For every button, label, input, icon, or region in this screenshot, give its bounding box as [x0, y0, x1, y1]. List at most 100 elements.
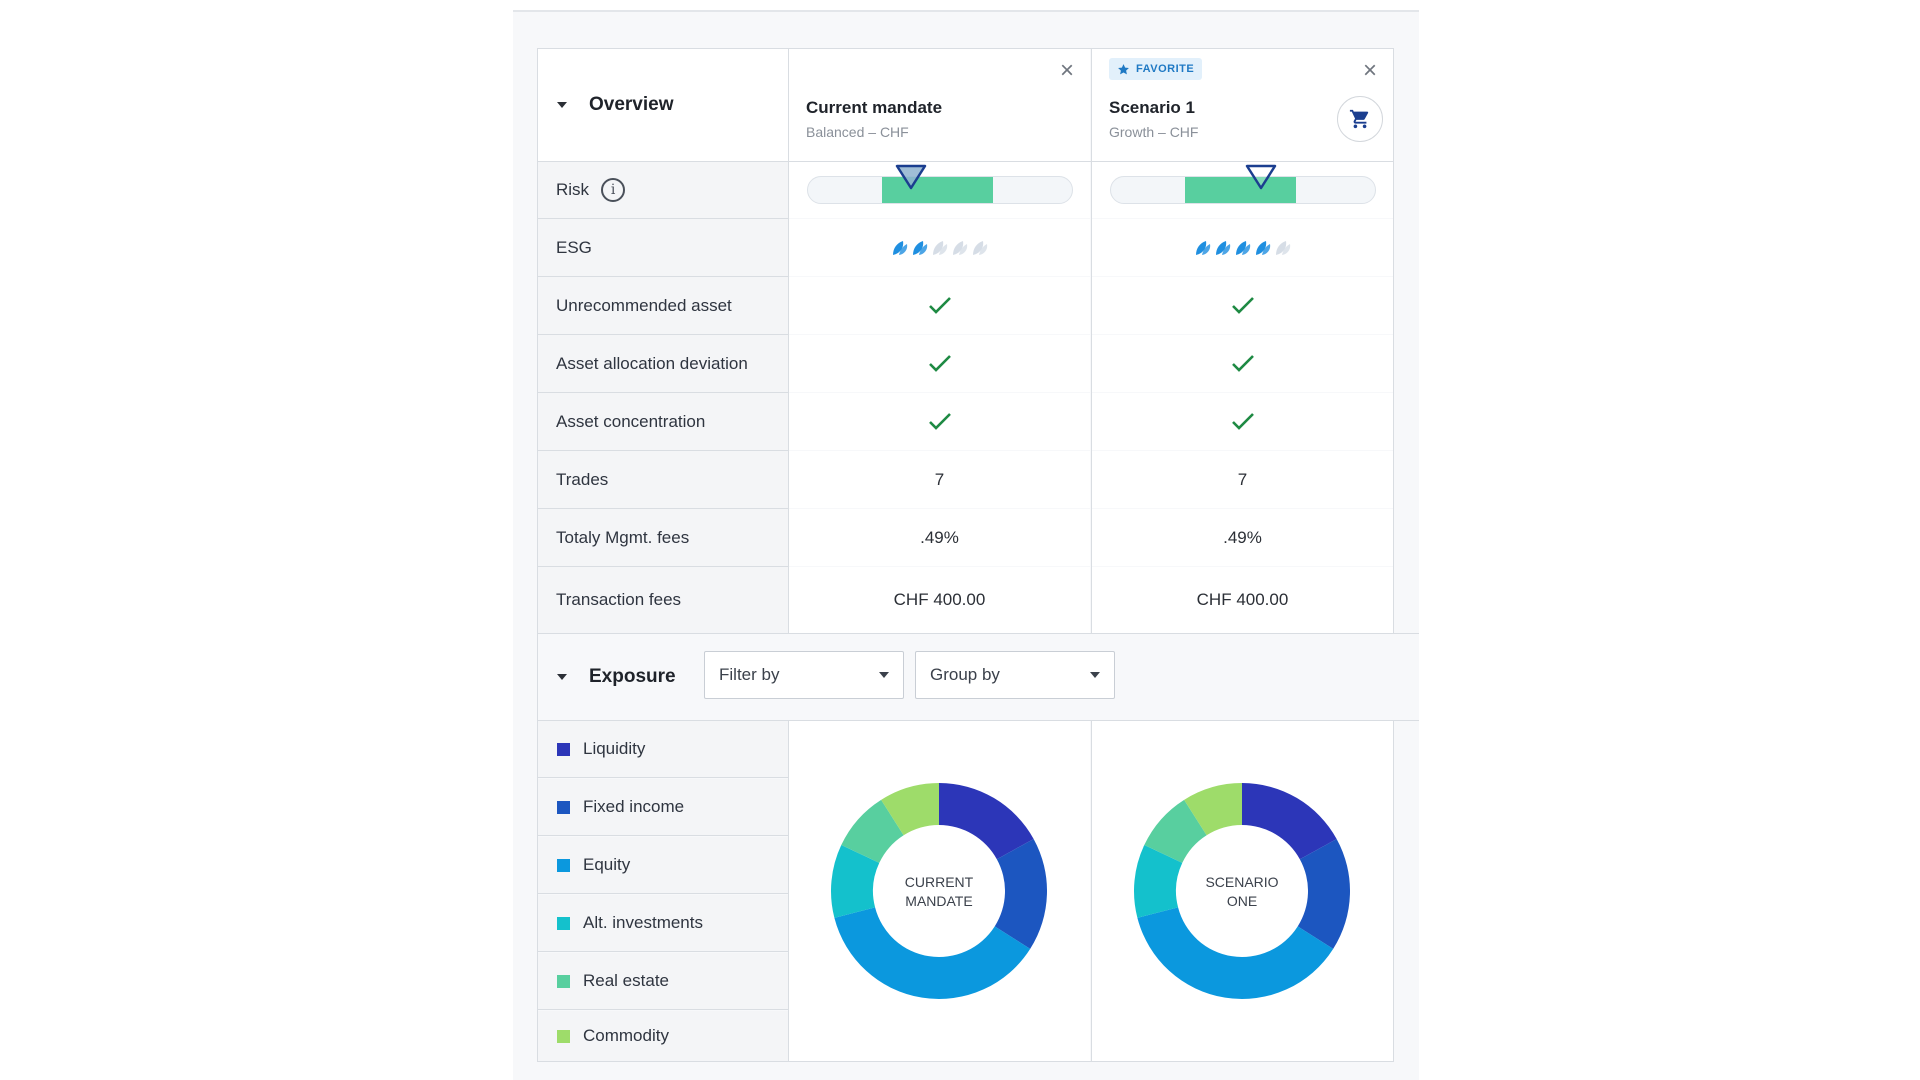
- group-by-label: Group by: [930, 665, 1000, 684]
- row-label-mgmt-fees: Totaly Mgmt. fees: [537, 509, 788, 566]
- group-by-dropdown[interactable]: Group by: [915, 651, 1115, 699]
- filter-by-dropdown[interactable]: Filter by: [704, 651, 904, 699]
- grid-divider: [537, 48, 1394, 49]
- donut-slice: [1137, 907, 1334, 999]
- esg-cell-current: [789, 219, 1090, 276]
- chevron-down-icon: [879, 672, 889, 678]
- esg-label: ESG: [556, 237, 592, 257]
- collapse-caret-icon[interactable]: [557, 101, 567, 108]
- legend-item: Equity: [537, 837, 788, 894]
- comparison-grid: Overview × Current mandate Balanced – CH…: [537, 48, 1419, 1062]
- donut-slice: [841, 799, 904, 863]
- donut-center-label: SCENARIO: [1205, 874, 1278, 890]
- exposure-title: Exposure: [589, 666, 676, 687]
- scenario-header-scenario-1: FAVORITE × Scenario 1 Growth – CHF: [1091, 48, 1393, 161]
- check-icon: [1231, 296, 1254, 314]
- grid-divider: [537, 720, 1419, 721]
- unrecommended-asset-label: Unrecommended asset: [556, 295, 732, 315]
- legend-swatch: [557, 858, 570, 872]
- leaf-empty-icon: [932, 240, 947, 255]
- row-label-esg: ESG: [537, 219, 788, 276]
- legend-item: Fixed income: [537, 779, 788, 836]
- overview-header[interactable]: Overview: [537, 48, 788, 161]
- info-icon[interactable]: i: [601, 178, 626, 202]
- filter-by-label: Filter by: [719, 665, 780, 684]
- grid-divider: [537, 276, 788, 277]
- risk-cell-scenario-1: [1092, 162, 1393, 218]
- scenario-subtitle: Balanced – CHF: [806, 124, 909, 140]
- grid-divider: [537, 218, 788, 219]
- risk-marker-icon: [895, 164, 927, 190]
- trades-cell-current: 7: [789, 451, 1090, 508]
- grid-divider: [537, 633, 1419, 634]
- legend-swatch: [557, 1029, 570, 1043]
- legend-label: Commodity: [583, 1026, 669, 1045]
- grid-divider: [1393, 720, 1394, 1062]
- close-icon[interactable]: ×: [1059, 57, 1074, 84]
- star-icon: [1118, 63, 1129, 74]
- donut-cell-scenario-1: SCENARIO ONE: [1092, 721, 1393, 1062]
- exposure-donut-chart: SCENARIO ONE: [1134, 783, 1350, 999]
- donut-slice: [939, 783, 1034, 860]
- leaf-filled-icon: [1235, 240, 1250, 255]
- grid-divider: [1091, 720, 1092, 1062]
- close-icon[interactable]: ×: [1362, 57, 1377, 84]
- chevron-down-icon: [1090, 672, 1100, 678]
- donut-slice: [994, 838, 1047, 949]
- esg-rating: [1194, 239, 1292, 257]
- donut-slice: [881, 783, 939, 836]
- favorite-badge[interactable]: FAVORITE: [1109, 58, 1203, 80]
- unrecommended-cell-current: [789, 277, 1090, 334]
- legend-swatch: [557, 742, 570, 756]
- check-icon: [928, 412, 951, 430]
- legend-swatch: [557, 974, 570, 988]
- risk-band: [881, 177, 993, 203]
- esg-rating: [891, 239, 989, 257]
- donut-slice: [1297, 838, 1350, 949]
- legend-item: Commodity: [537, 1011, 788, 1061]
- deviation-cell-scenario-1: [1092, 335, 1393, 392]
- risk-cell-current: [789, 162, 1090, 218]
- row-label-asset-allocation-deviation: Asset allocation deviation: [537, 335, 788, 392]
- donut-slice: [831, 845, 880, 918]
- legend-item: Alt. investments: [537, 895, 788, 952]
- donut-center-label: CURRENT: [905, 874, 974, 890]
- mgmt-fees-cell-scenario-1: .49%: [1092, 509, 1393, 566]
- legend-label: Liquidity: [583, 739, 646, 758]
- legend-label: Equity: [583, 855, 631, 874]
- leaf-filled-icon: [1195, 240, 1210, 255]
- donut-slice: [1144, 799, 1207, 863]
- check-icon: [1231, 354, 1254, 372]
- grid-divider: [537, 48, 538, 1062]
- donut-center-label: MANDATE: [905, 893, 972, 909]
- row-label-trades: Trades: [537, 451, 788, 508]
- concentration-cell-scenario-1: [1092, 393, 1393, 450]
- mgmt-fees-cell-current: .49%: [789, 509, 1090, 566]
- legend-item: Liquidity: [537, 721, 788, 778]
- scenario-subtitle: Growth – CHF: [1109, 124, 1199, 140]
- leaf-empty-icon: [972, 240, 987, 255]
- leaf-filled-icon: [912, 240, 927, 255]
- deviation-cell-current: [789, 335, 1090, 392]
- grid-divider: [537, 161, 1394, 162]
- asset-concentration-label: Asset concentration: [556, 411, 706, 431]
- transaction-fees-cell-scenario-1: CHF 400.00: [1092, 567, 1393, 633]
- check-icon: [928, 354, 951, 372]
- grid-divider: [537, 392, 788, 393]
- risk-meter: [807, 164, 1073, 204]
- shopping-cart-icon: [1349, 109, 1369, 129]
- row-label-unrecommended-asset: Unrecommended asset: [537, 277, 788, 334]
- leaf-filled-icon: [1255, 240, 1270, 255]
- transaction-fees-cell-current: CHF 400.00: [789, 567, 1090, 633]
- esg-cell-scenario-1: [1092, 219, 1393, 276]
- leaf-filled-icon: [892, 240, 907, 255]
- check-icon: [1231, 412, 1254, 430]
- asset-allocation-deviation-label: Asset allocation deviation: [556, 353, 748, 373]
- scenario-title: Current mandate: [806, 98, 943, 117]
- legend-item: Real estate: [537, 953, 788, 1010]
- transaction-fees-label: Transaction fees: [556, 590, 682, 609]
- trades-cell-scenario-1: 7: [1092, 451, 1393, 508]
- collapse-caret-icon[interactable]: [557, 674, 567, 680]
- grid-divider: [537, 566, 788, 567]
- cart-button[interactable]: [1337, 96, 1383, 142]
